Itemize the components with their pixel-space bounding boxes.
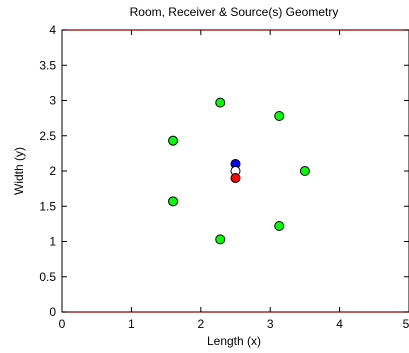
data-point-0-4: [168, 196, 179, 207]
x-axis-label: Length (x): [207, 334, 261, 348]
x-axis-tick-label: 0: [59, 317, 66, 331]
data-point-3-0: [230, 173, 241, 184]
data-point-0-6: [215, 234, 226, 245]
y-axis-tick-label: 2: [49, 164, 56, 178]
y-axis-tick-label: 1: [49, 235, 56, 249]
x-axis-tick-label: 3: [267, 317, 274, 331]
axis-ticks: [61, 29, 409, 313]
data-point-0-5: [274, 220, 285, 231]
y-axis-tick-label: 1.5: [39, 199, 56, 213]
x-axis-tick-label: 5: [403, 317, 409, 331]
x-axis-tick-label: 4: [336, 317, 343, 331]
x-axis-tick-label: 1: [128, 317, 135, 331]
x-axis-tick-label: 2: [197, 317, 204, 331]
y-axis-tick-label: 0: [49, 305, 56, 319]
chart-title: Room, Receiver & Source(s) Geometry: [130, 5, 339, 19]
y-axis-label: Width (y): [12, 147, 26, 195]
y-axis-tick-label: 2.5: [39, 129, 56, 143]
data-point-0-0: [215, 97, 226, 108]
data-point-0-1: [274, 111, 285, 122]
y-axis-tick-label: 0.5: [39, 270, 56, 284]
y-axis-tick-label: 3.5: [39, 58, 56, 72]
data-points: [168, 97, 310, 245]
data-point-0-2: [168, 135, 179, 146]
axis-tick-labels: 0 1 2 3 4 5 0 0.5 1 1.5 2 2.5 3 3.5 4: [39, 23, 409, 331]
data-point-0-3: [299, 166, 310, 176]
y-axis-tick-label: 3: [49, 94, 56, 108]
y-axis-tick-label: 4: [49, 23, 56, 37]
